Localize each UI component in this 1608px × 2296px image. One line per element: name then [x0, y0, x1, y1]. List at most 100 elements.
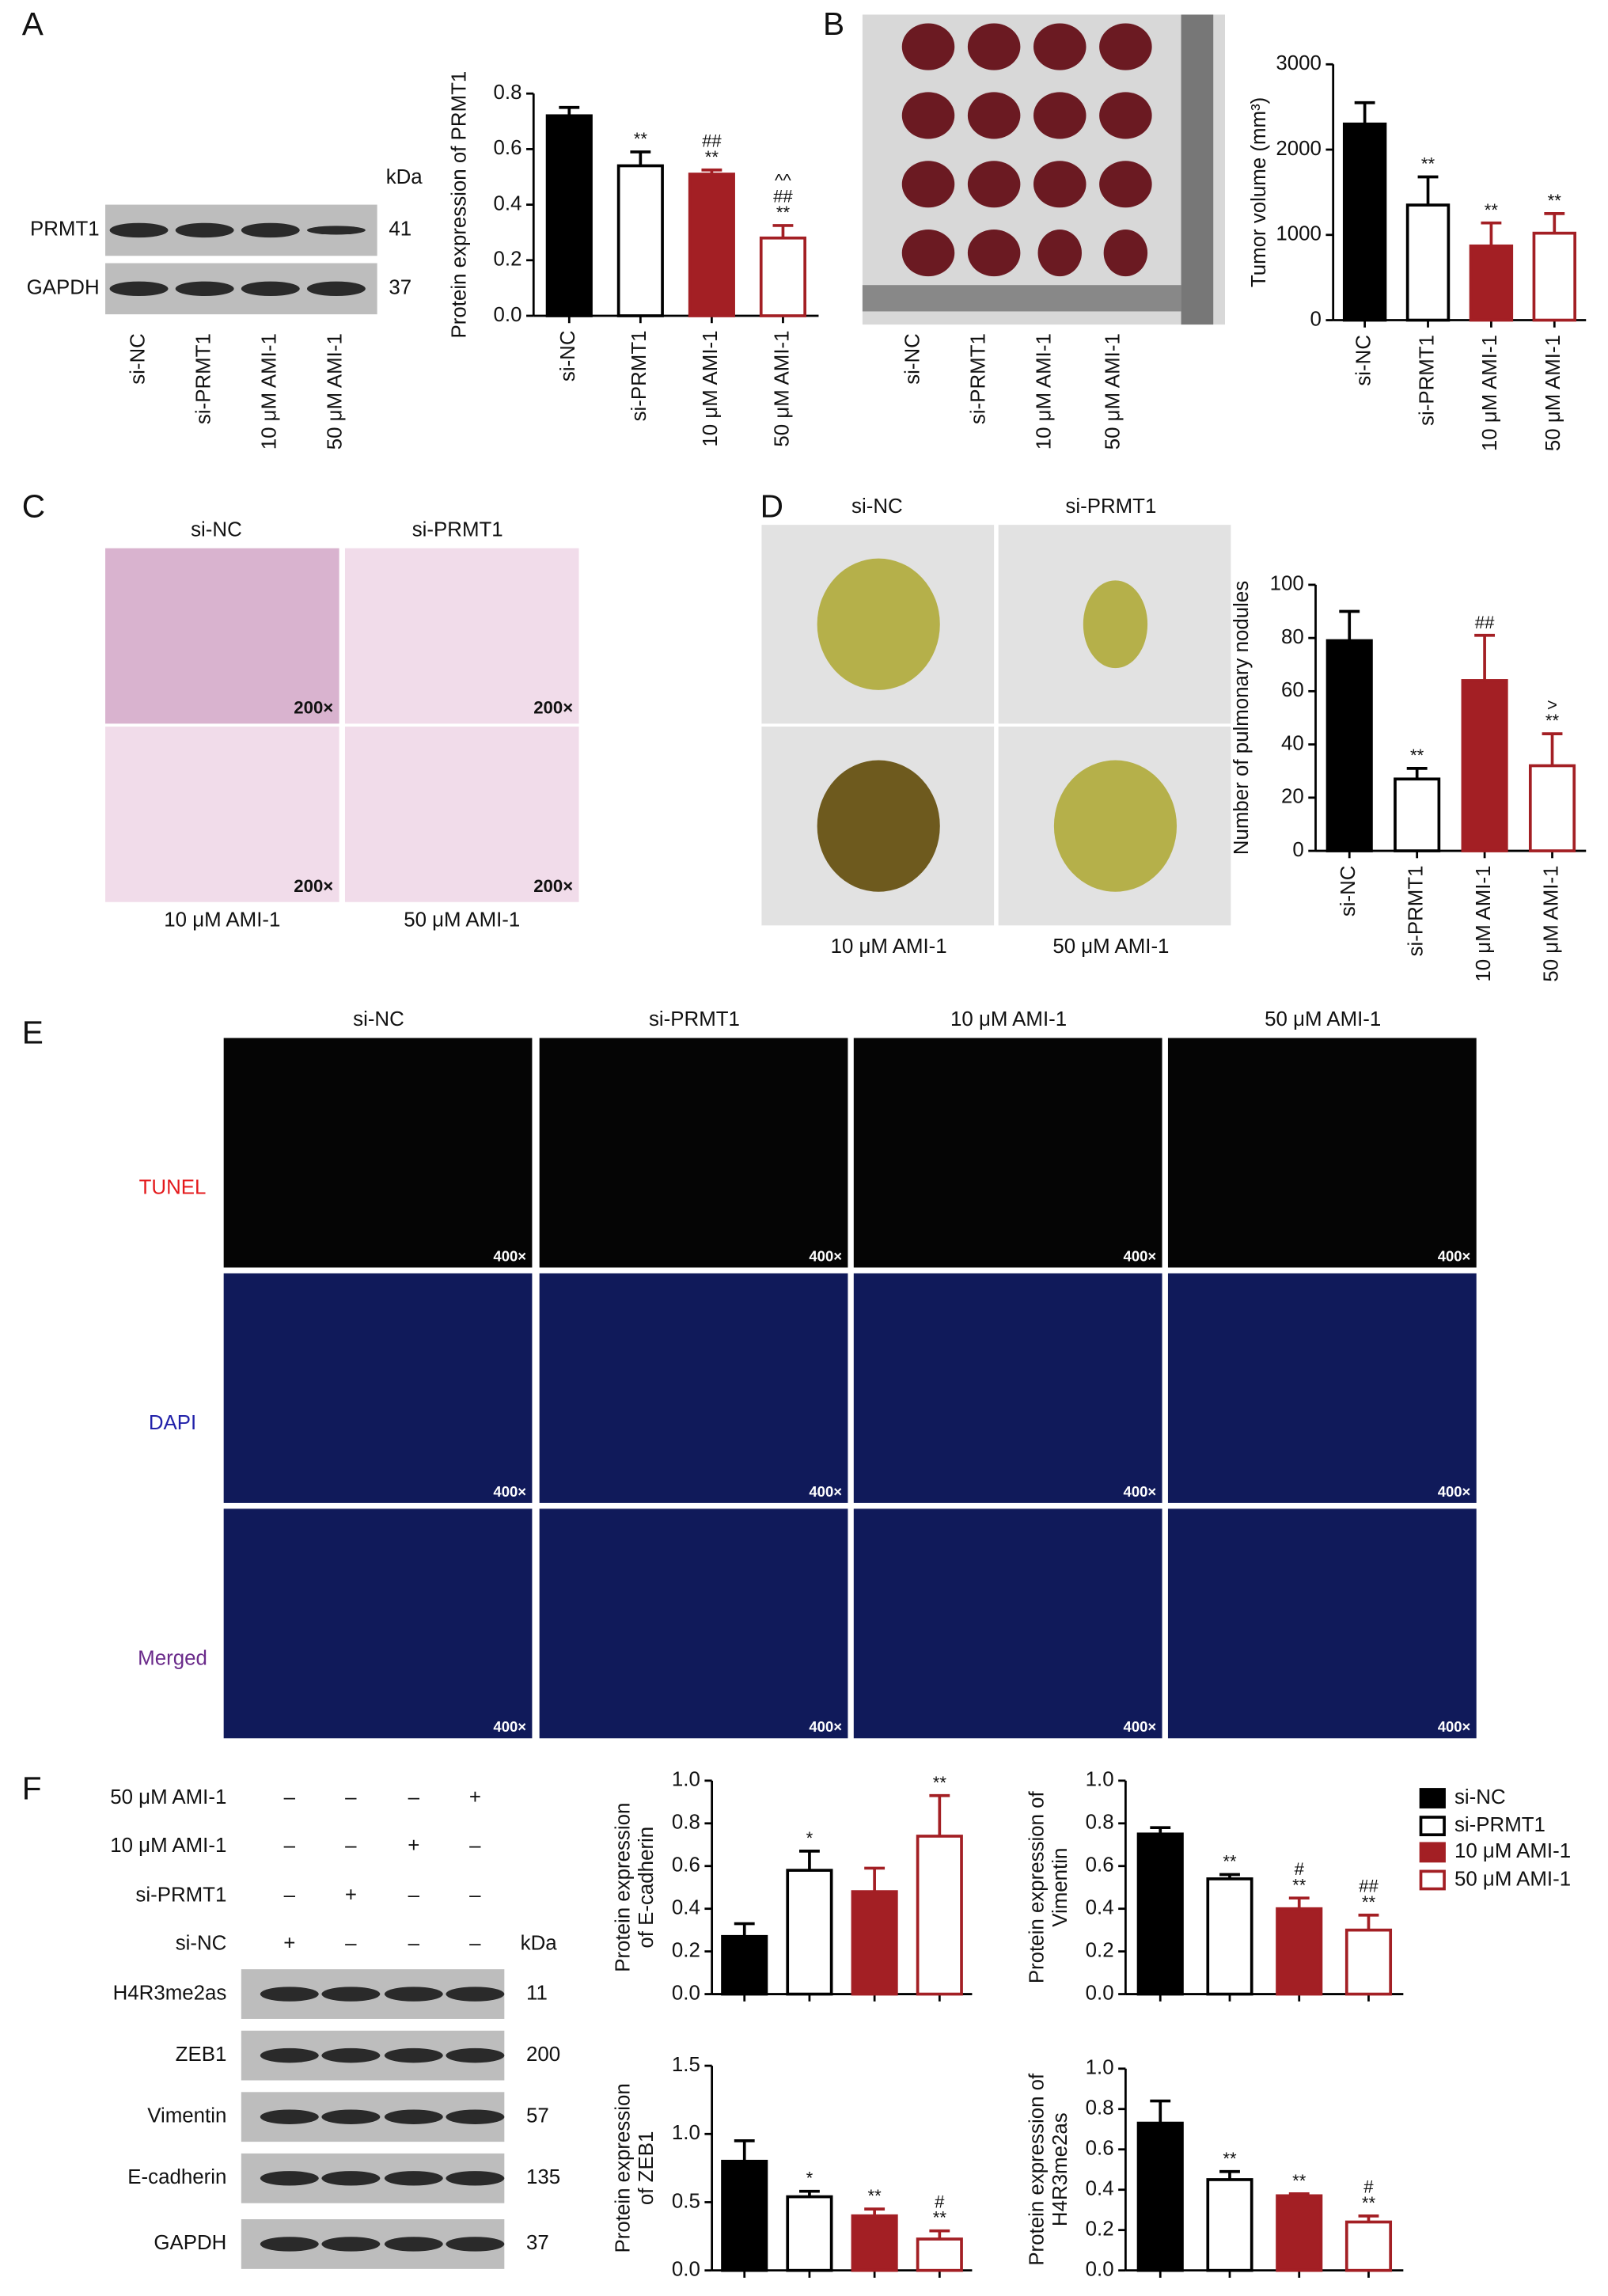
significance-label: ** [1362, 1892, 1376, 1912]
magnification: 400× [809, 1247, 842, 1264]
blot-band [384, 2237, 443, 2252]
blot-band [321, 2171, 381, 2186]
magnification: 200× [533, 698, 573, 718]
treatment-sign: – [284, 1786, 296, 1808]
panel-letter: E [22, 1015, 44, 1051]
lane-label: 10 μM AMI-1 [1033, 333, 1056, 450]
x-tick-label: 10 μM AMI-1 [700, 330, 722, 446]
lane-label: si-PRMT1 [192, 333, 214, 424]
significance-label: ** [868, 2186, 882, 2206]
tumor [901, 92, 955, 139]
y-tick-label: 0.6 [1086, 1854, 1114, 1877]
fluorescence-image [1167, 1273, 1477, 1503]
blot-kda-header: kDa [386, 166, 423, 188]
histology-image [344, 727, 579, 902]
blot-band [384, 2109, 443, 2124]
magnification: 400× [493, 1718, 526, 1735]
y-axis-label: of E-cadherin [635, 1827, 658, 1949]
fluorescence-image [853, 1038, 1162, 1268]
column-label: si-NC [353, 1008, 404, 1030]
treatment-sign: – [284, 1835, 296, 1857]
y-tick-label: 0.8 [1086, 1812, 1114, 1834]
treatment-sign: + [283, 1933, 295, 1955]
bar [1206, 2178, 1253, 2272]
significance-label: ** [1485, 200, 1499, 220]
y-tick-label: 0.6 [672, 1854, 700, 1877]
tumor [1099, 92, 1152, 139]
significance-label: # [1363, 2177, 1374, 2197]
y-axis-label: Protein expression of PRMT1 [449, 71, 471, 339]
significance-label: * [806, 1828, 813, 1848]
column-label: si-PRMT1 [649, 1008, 740, 1030]
blot-kda-header: kDa [521, 1933, 558, 1955]
blot-band [109, 222, 169, 238]
blot-band [321, 2047, 381, 2063]
y-tick-label: 0 [1310, 308, 1322, 330]
y-tick-label: 0.4 [1086, 1897, 1114, 1919]
y-tick-label: 0.0 [494, 304, 522, 326]
fluorescence-image [853, 1273, 1162, 1503]
tumor [1033, 161, 1087, 208]
fluorescence-image [223, 1038, 533, 1268]
image-label: si-NC [191, 518, 242, 541]
x-tick-label: 50 μM AMI-1 [771, 330, 793, 446]
treatment-sign: – [408, 1933, 420, 1955]
significance-label: ** [1545, 711, 1560, 731]
histology-image [344, 548, 579, 724]
bar [1532, 231, 1577, 322]
blot-label: PRMT1 [30, 218, 100, 241]
blot-band [260, 2109, 319, 2124]
treatment-sign: – [284, 1884, 296, 1907]
ruler [1181, 14, 1214, 325]
y-tick-label: 0.6 [494, 137, 522, 159]
blot-band [306, 226, 366, 235]
significance-label: ** [1292, 1875, 1306, 1895]
y-tick-label: 1.0 [1086, 1769, 1114, 1791]
fluorescence-image [1167, 1038, 1477, 1268]
y-tick-label: 2000 [1276, 138, 1322, 160]
blot-band [384, 2047, 443, 2063]
blot-kda: 37 [526, 2232, 549, 2254]
blot-band [321, 2237, 381, 2252]
bar [1344, 2220, 1393, 2272]
treatment-label: 50 μM AMI-1 [110, 1786, 226, 1808]
blot-kda: 57 [526, 2105, 549, 2127]
significance-label: * [806, 2169, 813, 2188]
image-label: 10 μM AMI-1 [164, 909, 280, 932]
bar [688, 173, 735, 317]
image-label: 50 μM AMI-1 [404, 909, 520, 932]
magnification: 200× [294, 698, 333, 718]
significance-label: ** [933, 2208, 947, 2228]
bar [721, 2159, 768, 2272]
y-tick-label: 60 [1281, 679, 1304, 701]
x-tick-label: si-NC [1352, 335, 1375, 386]
treatment-sign: + [345, 1884, 357, 1907]
x-tick-label: si-PRMT1 [628, 330, 650, 421]
image-label: si-NC [851, 495, 903, 518]
tumor [901, 23, 955, 70]
row-label: TUNEL [139, 1177, 207, 1199]
significance-label: ** [634, 129, 648, 149]
row-label: DAPI [149, 1412, 196, 1434]
tumor [1103, 230, 1148, 277]
fluorescence-image [223, 1273, 533, 1503]
tumor [901, 230, 955, 277]
y-tick-label: 0.5 [672, 2190, 700, 2212]
y-axis-label: of ZEB1 [635, 2131, 658, 2205]
lung [1053, 760, 1178, 892]
magnification: 400× [1124, 1718, 1157, 1735]
blot-kda: 41 [389, 218, 411, 241]
blot-band [321, 1987, 381, 2002]
blot-band [446, 2109, 505, 2124]
y-tick-label: 1.0 [1086, 2057, 1114, 2079]
legend-label: si-NC [1454, 1786, 1506, 1808]
lane-label: 10 μM AMI-1 [259, 333, 281, 450]
fluorescence-image [539, 1273, 848, 1503]
blot-band [241, 281, 300, 297]
tumor [967, 230, 1021, 277]
fluorescence-image [223, 1509, 533, 1739]
x-tick-label: 10 μM AMI-1 [1473, 866, 1495, 982]
legend-swatch [1419, 1842, 1446, 1863]
y-tick-label: 0.8 [494, 82, 522, 104]
